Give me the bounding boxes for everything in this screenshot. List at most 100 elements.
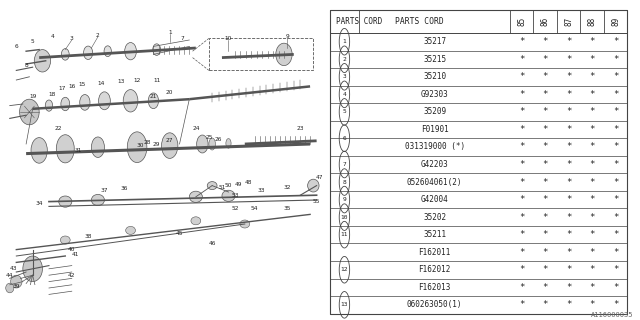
Ellipse shape <box>161 133 178 158</box>
Text: 40: 40 <box>68 247 76 252</box>
Ellipse shape <box>226 139 231 148</box>
Text: 6: 6 <box>15 44 18 49</box>
Text: 23: 23 <box>296 125 304 131</box>
Text: *: * <box>543 178 548 187</box>
Text: *: * <box>613 37 618 46</box>
Ellipse shape <box>222 190 235 202</box>
Text: *: * <box>589 125 595 134</box>
Ellipse shape <box>92 194 104 205</box>
Ellipse shape <box>124 90 138 112</box>
Text: 28: 28 <box>143 140 150 145</box>
Text: 13: 13 <box>117 79 124 84</box>
Text: 2: 2 <box>342 57 346 62</box>
Text: *: * <box>613 55 618 64</box>
Text: *: * <box>519 178 524 187</box>
Text: *: * <box>613 160 618 169</box>
Text: 11: 11 <box>340 232 348 237</box>
Text: 47: 47 <box>316 175 324 180</box>
Text: *: * <box>543 283 548 292</box>
Text: A116000035: A116000035 <box>591 312 634 318</box>
Text: 8: 8 <box>342 180 346 185</box>
Text: 86: 86 <box>541 17 550 26</box>
Ellipse shape <box>148 93 159 108</box>
Text: 18: 18 <box>49 92 56 97</box>
Text: 37: 37 <box>100 188 108 193</box>
Text: 5: 5 <box>342 109 346 114</box>
Text: *: * <box>566 300 572 309</box>
Text: *: * <box>589 195 595 204</box>
Ellipse shape <box>127 132 147 163</box>
Text: G42004: G42004 <box>420 195 449 204</box>
Text: 8: 8 <box>24 63 28 68</box>
Text: *: * <box>543 248 548 257</box>
Text: *: * <box>519 248 524 257</box>
Ellipse shape <box>56 135 74 163</box>
Text: *: * <box>589 300 595 309</box>
Text: G42203: G42203 <box>420 160 449 169</box>
Text: 32: 32 <box>284 185 291 190</box>
Ellipse shape <box>11 275 22 288</box>
Text: *: * <box>566 90 572 99</box>
Text: *: * <box>566 283 572 292</box>
Text: 48: 48 <box>244 180 252 185</box>
Text: *: * <box>543 195 548 204</box>
Text: 34: 34 <box>35 201 43 206</box>
Text: 4: 4 <box>342 92 346 97</box>
Text: *: * <box>543 72 548 81</box>
Text: *: * <box>613 108 618 116</box>
Text: F162011: F162011 <box>419 248 451 257</box>
Text: 35210: 35210 <box>423 72 446 81</box>
Text: *: * <box>566 212 572 222</box>
Text: G92303: G92303 <box>420 90 449 99</box>
Ellipse shape <box>35 50 51 72</box>
Text: 20: 20 <box>166 90 173 95</box>
Text: *: * <box>589 265 595 274</box>
Ellipse shape <box>61 49 69 60</box>
Text: *: * <box>589 72 595 81</box>
Text: 10: 10 <box>225 36 232 41</box>
Text: *: * <box>566 160 572 169</box>
Text: 25: 25 <box>205 135 212 140</box>
Text: *: * <box>566 265 572 274</box>
Text: *: * <box>589 55 595 64</box>
Text: 13: 13 <box>340 302 348 307</box>
Ellipse shape <box>209 138 216 150</box>
Text: 39: 39 <box>13 284 20 289</box>
Text: *: * <box>613 265 618 274</box>
Text: *: * <box>519 212 524 222</box>
Ellipse shape <box>31 138 47 163</box>
Ellipse shape <box>207 181 217 189</box>
Text: *: * <box>543 160 548 169</box>
Text: *: * <box>519 90 524 99</box>
Ellipse shape <box>45 100 52 111</box>
Ellipse shape <box>125 227 136 234</box>
Text: 3: 3 <box>70 36 74 41</box>
Text: 35: 35 <box>284 205 291 211</box>
Text: *: * <box>613 195 618 204</box>
Text: 88: 88 <box>588 17 596 26</box>
Text: 41: 41 <box>72 252 79 257</box>
Text: *: * <box>519 108 524 116</box>
Text: 52: 52 <box>231 205 239 211</box>
Text: *: * <box>613 230 618 239</box>
Ellipse shape <box>84 46 93 60</box>
Text: *: * <box>566 195 572 204</box>
Ellipse shape <box>20 99 39 125</box>
Text: 10: 10 <box>340 215 348 220</box>
Ellipse shape <box>308 179 319 192</box>
Text: 30: 30 <box>136 143 144 148</box>
Ellipse shape <box>61 97 70 111</box>
Text: *: * <box>613 300 618 309</box>
Text: 51: 51 <box>218 185 226 190</box>
Text: 2: 2 <box>96 33 100 38</box>
Text: *: * <box>566 108 572 116</box>
Ellipse shape <box>104 46 111 57</box>
Text: *: * <box>543 230 548 239</box>
Text: 44: 44 <box>6 273 13 278</box>
Text: *: * <box>519 265 524 274</box>
Text: 35211: 35211 <box>423 230 446 239</box>
Ellipse shape <box>60 236 70 244</box>
Text: 33: 33 <box>257 188 265 193</box>
Text: *: * <box>519 55 524 64</box>
Text: 87: 87 <box>564 17 573 26</box>
